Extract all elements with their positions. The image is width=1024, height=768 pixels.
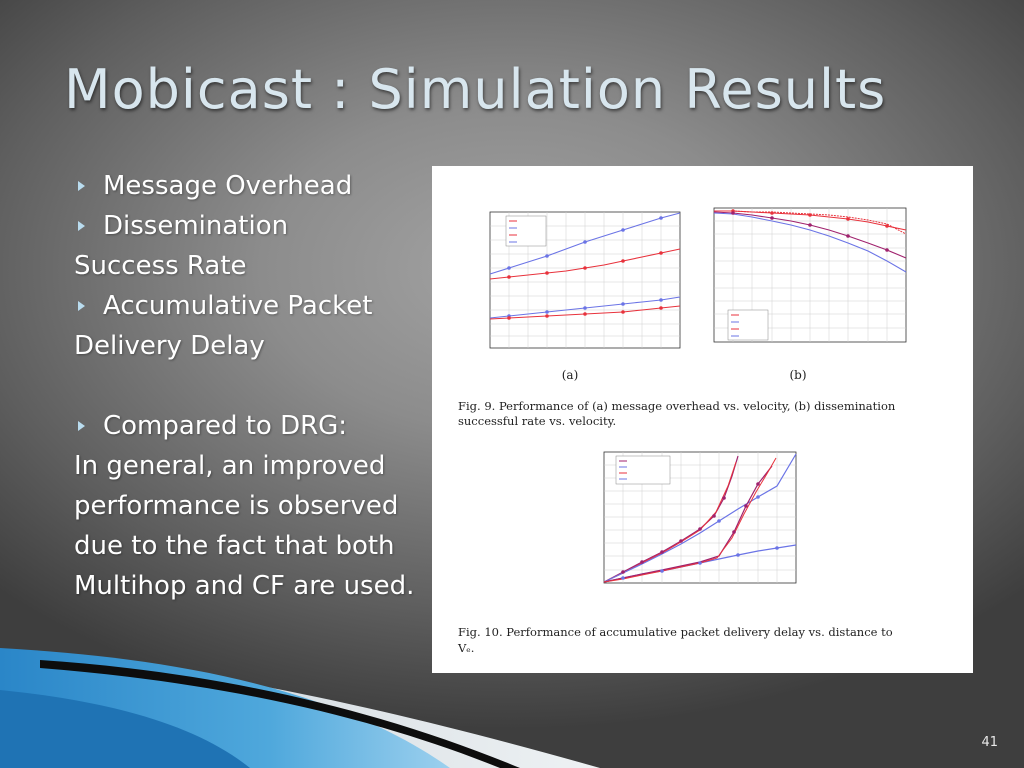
paragraph-line: In general, an improved bbox=[74, 451, 386, 481]
fig10-caption-line1: Fig. 10. Performance of accumulative pac… bbox=[458, 625, 893, 639]
chart-b-label: (b) bbox=[789, 368, 806, 382]
bullet-arrow-icon bbox=[78, 301, 85, 311]
bullet-arrow-icon bbox=[78, 421, 85, 431]
paragraph-line: Multihop and CF are used. bbox=[74, 571, 415, 601]
spacer bbox=[74, 366, 454, 406]
chart-a-label: (a) bbox=[562, 368, 579, 382]
chart-a: (a) bbox=[489, 211, 681, 382]
chart-b: (b) bbox=[713, 207, 907, 382]
slide-number: 41 bbox=[981, 735, 998, 750]
bullet-arrow-icon bbox=[78, 181, 85, 191]
chart-c bbox=[603, 451, 797, 584]
fig9-caption-line2: successful rate vs. velocity. bbox=[458, 414, 616, 428]
bullet-arrow-icon bbox=[78, 221, 85, 231]
fig10-caption-line2: Vₑ. bbox=[457, 641, 474, 655]
fig9-caption-line1: Fig. 9. Performance of (a) message overh… bbox=[458, 399, 896, 413]
bullet-dissemination: Dissemination bbox=[74, 206, 454, 246]
slide-body: Message Overhead Dissemination Success R… bbox=[74, 166, 454, 606]
bullet-accumulative-packet: Accumulative Packet bbox=[74, 286, 454, 326]
paragraph-line: performance is observed bbox=[74, 491, 399, 521]
figure-svg: (a) bbox=[457, 207, 907, 655]
bullet-text: Message Overhead bbox=[103, 171, 353, 201]
bullet-text: Dissemination bbox=[103, 211, 289, 241]
bullet-text: Compared to DRG: bbox=[103, 411, 348, 441]
figure-image: (a) bbox=[432, 166, 973, 673]
text-success-rate: Success Rate bbox=[74, 251, 247, 281]
bullet-compared-to-drg: Compared to DRG: bbox=[74, 406, 454, 446]
paragraph-line: due to the fact that both bbox=[74, 531, 395, 561]
text-delivery-delay: Delivery Delay bbox=[74, 331, 265, 361]
bullet-message-overhead: Message Overhead bbox=[74, 166, 454, 206]
bullet-text: Accumulative Packet bbox=[103, 291, 373, 321]
slide-title: Mobicast : Simulation Results bbox=[64, 58, 887, 121]
